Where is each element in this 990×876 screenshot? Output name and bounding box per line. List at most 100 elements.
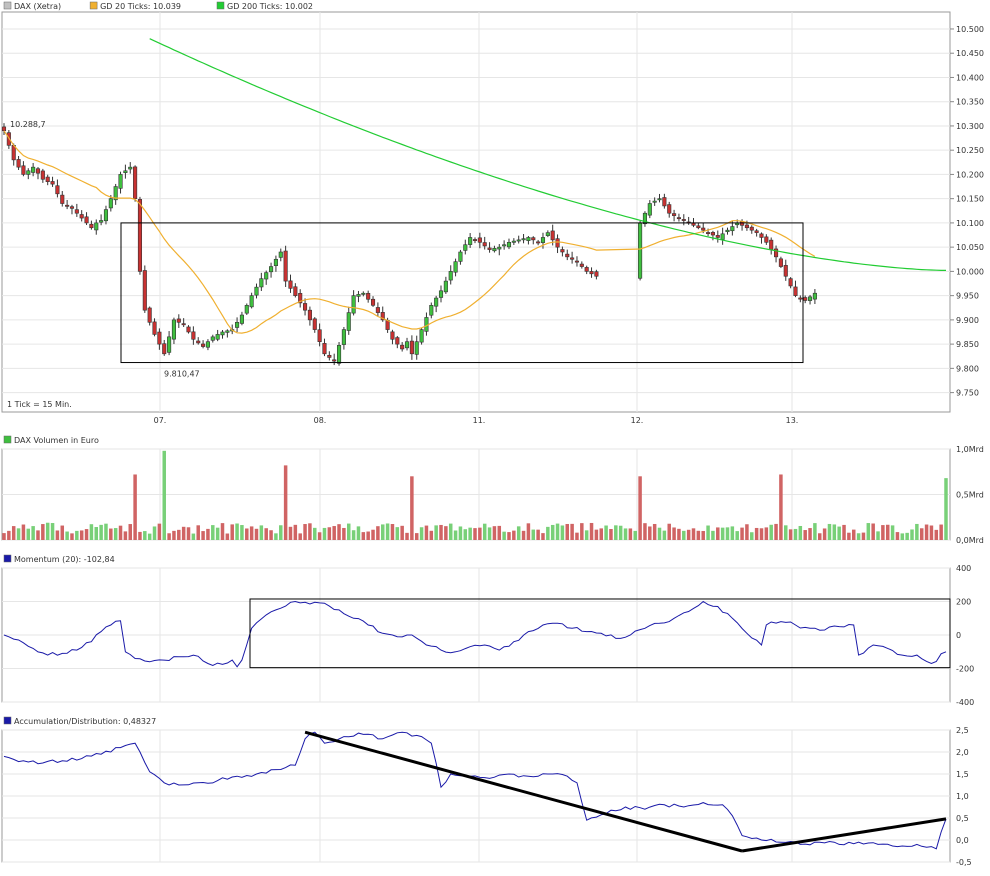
volume-bar xyxy=(633,530,637,540)
candle-down xyxy=(778,258,783,267)
candle-down xyxy=(482,242,487,247)
candle-down xyxy=(701,227,706,231)
volume-bar xyxy=(584,530,589,540)
volume-bar xyxy=(521,530,526,540)
candle-up xyxy=(118,174,123,189)
candle-up xyxy=(497,246,502,250)
price-y-tick-label: 10.200 xyxy=(956,170,984,179)
volume-bar xyxy=(133,474,137,540)
volume-bar xyxy=(478,527,482,540)
volume-bar xyxy=(638,476,642,540)
volume-bar xyxy=(138,531,142,540)
price-y-tick-label: 9.950 xyxy=(956,292,979,301)
candle-up xyxy=(113,186,118,201)
candle-up xyxy=(414,341,419,355)
volume-bar xyxy=(317,532,322,540)
volume-title: DAX Volumen in Euro xyxy=(14,436,99,445)
volume-bar xyxy=(356,526,361,540)
volume-bar xyxy=(283,465,288,540)
candle-down xyxy=(283,250,288,282)
ad-y-tick-label: -0,5 xyxy=(956,858,972,867)
candle-down xyxy=(589,271,594,275)
volume-bar xyxy=(536,529,540,540)
candle-down xyxy=(191,331,196,340)
candle-up xyxy=(720,233,725,240)
price-y-tick-label: 9.900 xyxy=(956,316,979,325)
volume-bar xyxy=(808,528,812,540)
legend-swatch xyxy=(3,1,12,10)
candle-down xyxy=(79,214,84,219)
volume-bar xyxy=(269,530,273,540)
volume-bar xyxy=(400,525,404,540)
volume-bar xyxy=(75,530,79,540)
volume-bar xyxy=(614,525,618,540)
candle-up xyxy=(167,336,172,353)
volume-bar xyxy=(487,527,492,540)
candle-down xyxy=(74,209,79,214)
volume-bar xyxy=(827,523,832,540)
x-tick-label: 11. xyxy=(473,416,486,425)
candle-up xyxy=(468,237,473,245)
volume-bar xyxy=(21,524,26,540)
candle-down xyxy=(186,326,191,333)
candle-down xyxy=(147,307,152,323)
candle-down xyxy=(21,165,26,175)
volume-bar xyxy=(900,533,905,540)
candle-up xyxy=(259,278,264,288)
volume-bar xyxy=(308,523,312,540)
volume-bar xyxy=(750,532,754,540)
candle-down xyxy=(759,233,764,238)
volume-bar xyxy=(458,526,463,540)
volume-bar xyxy=(691,528,696,540)
volume-bar xyxy=(376,526,380,540)
volume-bar xyxy=(541,533,545,540)
volume-bar xyxy=(240,525,244,540)
volume-bar xyxy=(215,527,220,540)
candle-down xyxy=(176,318,181,323)
candle-up xyxy=(502,244,507,247)
ad-trendline xyxy=(741,817,947,853)
volume-bar xyxy=(516,526,521,540)
ad-y-tick-label: 0,5 xyxy=(956,814,969,823)
volume-bar xyxy=(410,476,414,540)
volume-bar xyxy=(919,528,924,540)
volume-bar xyxy=(143,531,147,540)
candle-down xyxy=(570,257,575,260)
candle-up xyxy=(642,212,647,225)
volume-bar xyxy=(798,525,803,540)
volume-bar xyxy=(65,531,69,540)
volume-bar xyxy=(944,478,948,540)
candle-down xyxy=(65,204,70,207)
candle-up xyxy=(273,258,278,266)
volume-bar xyxy=(128,524,132,540)
volume-bar xyxy=(720,527,725,540)
volume-bar xyxy=(706,525,710,540)
volume-bar xyxy=(507,532,511,540)
candle-up xyxy=(269,266,274,273)
volume-bar xyxy=(842,524,846,540)
candle-down xyxy=(317,329,322,342)
volume-bar xyxy=(546,526,550,540)
candle-down xyxy=(769,239,774,250)
momentum-y-tick-label: -200 xyxy=(956,665,974,674)
volume-bar xyxy=(235,523,239,540)
candle-down xyxy=(749,226,754,231)
volume-bar xyxy=(788,529,793,540)
candle-down xyxy=(1,126,7,132)
price-frame xyxy=(1,11,951,413)
candle-down xyxy=(560,249,565,253)
volume-bar xyxy=(274,533,278,540)
legend-swatch xyxy=(89,1,98,10)
volume-bar xyxy=(225,533,230,540)
volume-bar xyxy=(36,530,40,540)
candle-down xyxy=(744,224,749,229)
volume-bar xyxy=(2,533,6,540)
candle-down xyxy=(35,168,41,174)
volume-bar xyxy=(351,530,356,540)
candle-down xyxy=(60,194,65,204)
price-range-rectangle xyxy=(120,222,804,364)
volume-bar xyxy=(99,524,103,540)
candle-down xyxy=(710,232,715,236)
volume-bar xyxy=(322,527,327,540)
volume-bar xyxy=(468,527,472,540)
